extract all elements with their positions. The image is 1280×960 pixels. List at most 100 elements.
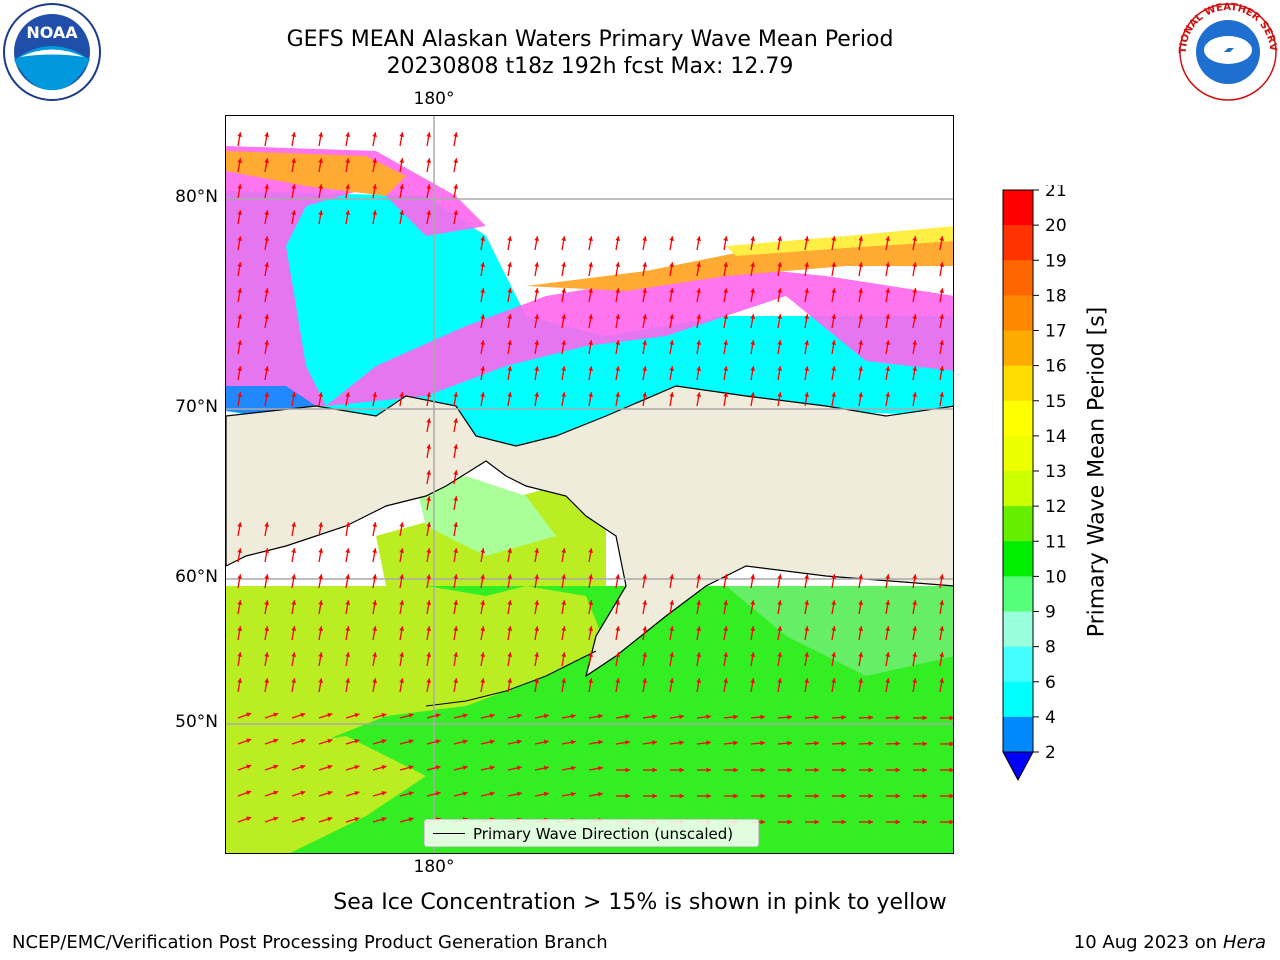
direction-arrow-head: [922, 793, 927, 799]
direction-arrow-head: [777, 574, 783, 579]
direction-arrow-head: [706, 714, 711, 720]
direction-arrow-head: [561, 574, 567, 579]
direction-arrow-head: [399, 184, 405, 189]
direction-arrow-head: [264, 522, 270, 527]
direction-arrow-head: [777, 262, 783, 267]
direction-arrow-head: [679, 714, 684, 720]
direction-arrow-head: [841, 715, 846, 720]
direction-arrow-head: [507, 288, 513, 293]
direction-arrow-head: [237, 678, 243, 683]
lat-label-80n: 80°N: [175, 187, 218, 207]
direction-arrow-head: [354, 738, 360, 744]
direction-arrow-head: [885, 236, 891, 241]
direction-arrow-head: [642, 366, 648, 371]
direction-arrow-head: [939, 574, 945, 579]
direction-arrow-head: [453, 184, 459, 189]
direction-arrow-head: [939, 600, 945, 605]
direction-arrow-head: [237, 288, 243, 293]
direction-arrow-head: [885, 574, 891, 579]
direction-arrow-head: [264, 262, 270, 267]
direction-arrow-head: [264, 314, 270, 319]
direction-arrow-head: [354, 764, 360, 770]
direction-arrow-head: [598, 765, 603, 771]
direction-arrow-head: [652, 740, 657, 745]
direction-arrow-head: [679, 767, 684, 773]
direction-arrow-head: [615, 366, 621, 371]
direction-arrow-head: [922, 819, 927, 825]
direction-arrow-head: [264, 184, 270, 189]
direction-arrow-head: [733, 767, 738, 773]
direction-arrow-head: [345, 522, 351, 527]
direction-arrow-head: [760, 714, 765, 720]
direction-arrow-head: [237, 262, 243, 267]
direction-arrow-head: [598, 739, 603, 745]
direction-arrow-head: [831, 366, 837, 371]
colorbar-tick-label: 14: [1045, 427, 1067, 447]
direction-arrow-head: [291, 158, 297, 163]
direction-arrow-head: [372, 184, 378, 189]
footer-host: Hera: [1222, 932, 1266, 953]
direction-arrow-head: [453, 132, 459, 137]
direction-arrow-head: [885, 366, 891, 371]
direction-arrow-head: [912, 652, 918, 657]
direction-arrow-head: [750, 314, 756, 319]
direction-arrow-head: [922, 715, 927, 721]
direction-arrow-head: [273, 764, 279, 770]
direction-arrow-head: [760, 767, 765, 773]
direction-arrow-head: [804, 600, 810, 605]
direction-arrow-head: [291, 678, 297, 683]
direction-arrow-head: [912, 392, 918, 397]
direction-arrow-head: [408, 739, 414, 744]
direction-arrow-head: [696, 626, 702, 631]
direction-arrow-head: [426, 132, 432, 137]
direction-arrow-head: [912, 314, 918, 319]
direction-arrow-head: [480, 678, 486, 683]
direction-arrow-head: [642, 600, 648, 605]
direction-arrow-head: [652, 714, 657, 719]
direction-arrow-head: [291, 652, 297, 657]
direction-arrow-head: [480, 366, 486, 371]
direction-arrow-head: [615, 340, 621, 345]
direction-arrow-head: [696, 236, 702, 241]
direction-arrow-head: [750, 340, 756, 345]
direction-arrow-head: [858, 314, 864, 319]
direction-arrow-head: [426, 392, 432, 397]
direction-arrow-head: [669, 366, 675, 371]
direction-arrow-head: [273, 816, 279, 822]
direction-arrow-head: [696, 340, 702, 345]
direction-arrow-head: [561, 626, 567, 631]
direction-arrow-head: [426, 418, 432, 423]
direction-arrow-head: [831, 314, 837, 319]
direction-arrow-head: [246, 738, 252, 744]
colorbar-segment: [1003, 295, 1033, 331]
colorbar-segment: [1003, 506, 1033, 542]
direction-arrow-head: [399, 392, 405, 397]
direction-arrow-head: [381, 739, 387, 744]
direction-arrow-head: [777, 340, 783, 345]
direction-arrow-head: [760, 740, 765, 746]
colorbar-tick-label: 6: [1045, 673, 1056, 693]
direction-arrow-head: [723, 340, 729, 345]
direction-arrow-head: [534, 548, 540, 553]
direction-arrow-head: [642, 314, 648, 319]
direction-arrow-head: [706, 793, 711, 799]
direction-arrow-head: [453, 626, 459, 631]
sea-ice-orange-west: [226, 151, 406, 196]
direction-arrow-head: [426, 574, 432, 579]
direction-arrow-head: [300, 712, 306, 718]
direction-arrow-head: [885, 600, 891, 605]
footer-credit: NCEP/EMC/Verification Post Processing Pr…: [12, 932, 608, 953]
noaa-logo-text: NOAA: [26, 23, 78, 42]
direction-arrow-head: [237, 600, 243, 605]
direction-arrow-head: [534, 262, 540, 267]
direction-arrow-head: [381, 713, 387, 718]
direction-arrow-head: [480, 262, 486, 267]
direction-arrow-head: [327, 712, 333, 718]
direction-arrow-head: [912, 574, 918, 579]
direction-arrow-head: [652, 793, 657, 799]
direction-arrow-head: [642, 678, 648, 683]
direction-arrow-head: [534, 600, 540, 605]
direction-arrow-head: [561, 678, 567, 683]
direction-arrow-head: [922, 741, 927, 747]
direction-arrow-head: [453, 158, 459, 163]
